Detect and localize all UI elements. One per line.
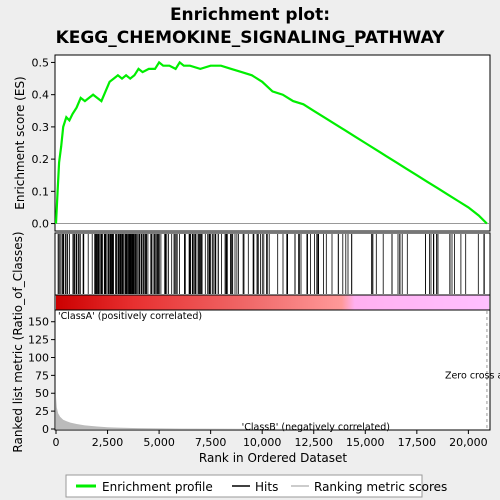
x-tick-label: 12,500 xyxy=(294,436,333,449)
x-axis-label: Rank in Ordered Dataset xyxy=(199,451,347,465)
metric-y-tick-label: 150 xyxy=(28,316,49,329)
zero-cross-label: Zero cross at 2 xyxy=(445,370,500,381)
metric-y-tick-label: 125 xyxy=(28,334,49,347)
metric-y-tick-label: 75 xyxy=(35,369,49,382)
es-y-tick-label: 0.0 xyxy=(32,218,50,231)
x-tick-label: 0 xyxy=(53,436,60,449)
x-tick-label: 17,500 xyxy=(398,436,437,449)
chart-title-line1: Enrichment plot: xyxy=(170,5,330,25)
metric-y-axis: 0 25 50 75 100 125 150 xyxy=(28,316,55,436)
x-tick-label: 7,500 xyxy=(195,436,227,449)
enrichment-profile-line xyxy=(54,60,488,225)
chart-title-line2: KEGG_CHEMOKINE_SIGNALING_PATHWAY xyxy=(56,28,446,48)
es-y-tick-label: 0.5 xyxy=(32,56,50,69)
x-tick-label: 20,000 xyxy=(449,436,488,449)
class-b-label: 'ClassB' (negatively correlated) xyxy=(242,422,390,433)
es-y-axis: 0.0 0.1 0.2 0.3 0.4 0.5 xyxy=(32,56,55,231)
class-a-label: 'ClassA' (positively correlated) xyxy=(58,311,202,322)
metric-y-tick-label: 50 xyxy=(35,387,49,400)
x-tick-label: 2,500 xyxy=(92,436,124,449)
metric-y-tick-label: 25 xyxy=(35,405,49,418)
legend-item-profile: Enrichment profile xyxy=(102,480,213,494)
hit-lines xyxy=(57,234,485,294)
es-panel xyxy=(54,54,491,232)
ranking-heatbar xyxy=(56,295,489,310)
x-axis: 0 2,500 5,000 7,500 10,000 12,500 15,000 17,500… xyxy=(53,430,488,449)
legend-item-metric: Ranking metric scores xyxy=(314,480,447,494)
es-y-tick-label: 0.1 xyxy=(32,185,50,198)
es-y-tick-label: 0.4 xyxy=(32,89,50,102)
metric-y-axis-label: Ranked list metric (Ratio_of_Classes) xyxy=(11,231,25,452)
x-tick-label: 5,000 xyxy=(143,436,175,449)
metric-y-tick-label: 0 xyxy=(42,423,49,436)
x-tick-label: 10,000 xyxy=(243,436,282,449)
legend-item-hits: Hits xyxy=(255,480,278,494)
es-y-tick-label: 0.2 xyxy=(32,153,50,166)
metric-y-tick-label: 100 xyxy=(28,351,49,364)
es-y-tick-label: 0.3 xyxy=(32,121,50,134)
metric-panel xyxy=(54,309,491,431)
x-tick-label: 15,000 xyxy=(346,436,385,449)
es-y-axis-label: Enrichment score (ES) xyxy=(13,76,27,209)
